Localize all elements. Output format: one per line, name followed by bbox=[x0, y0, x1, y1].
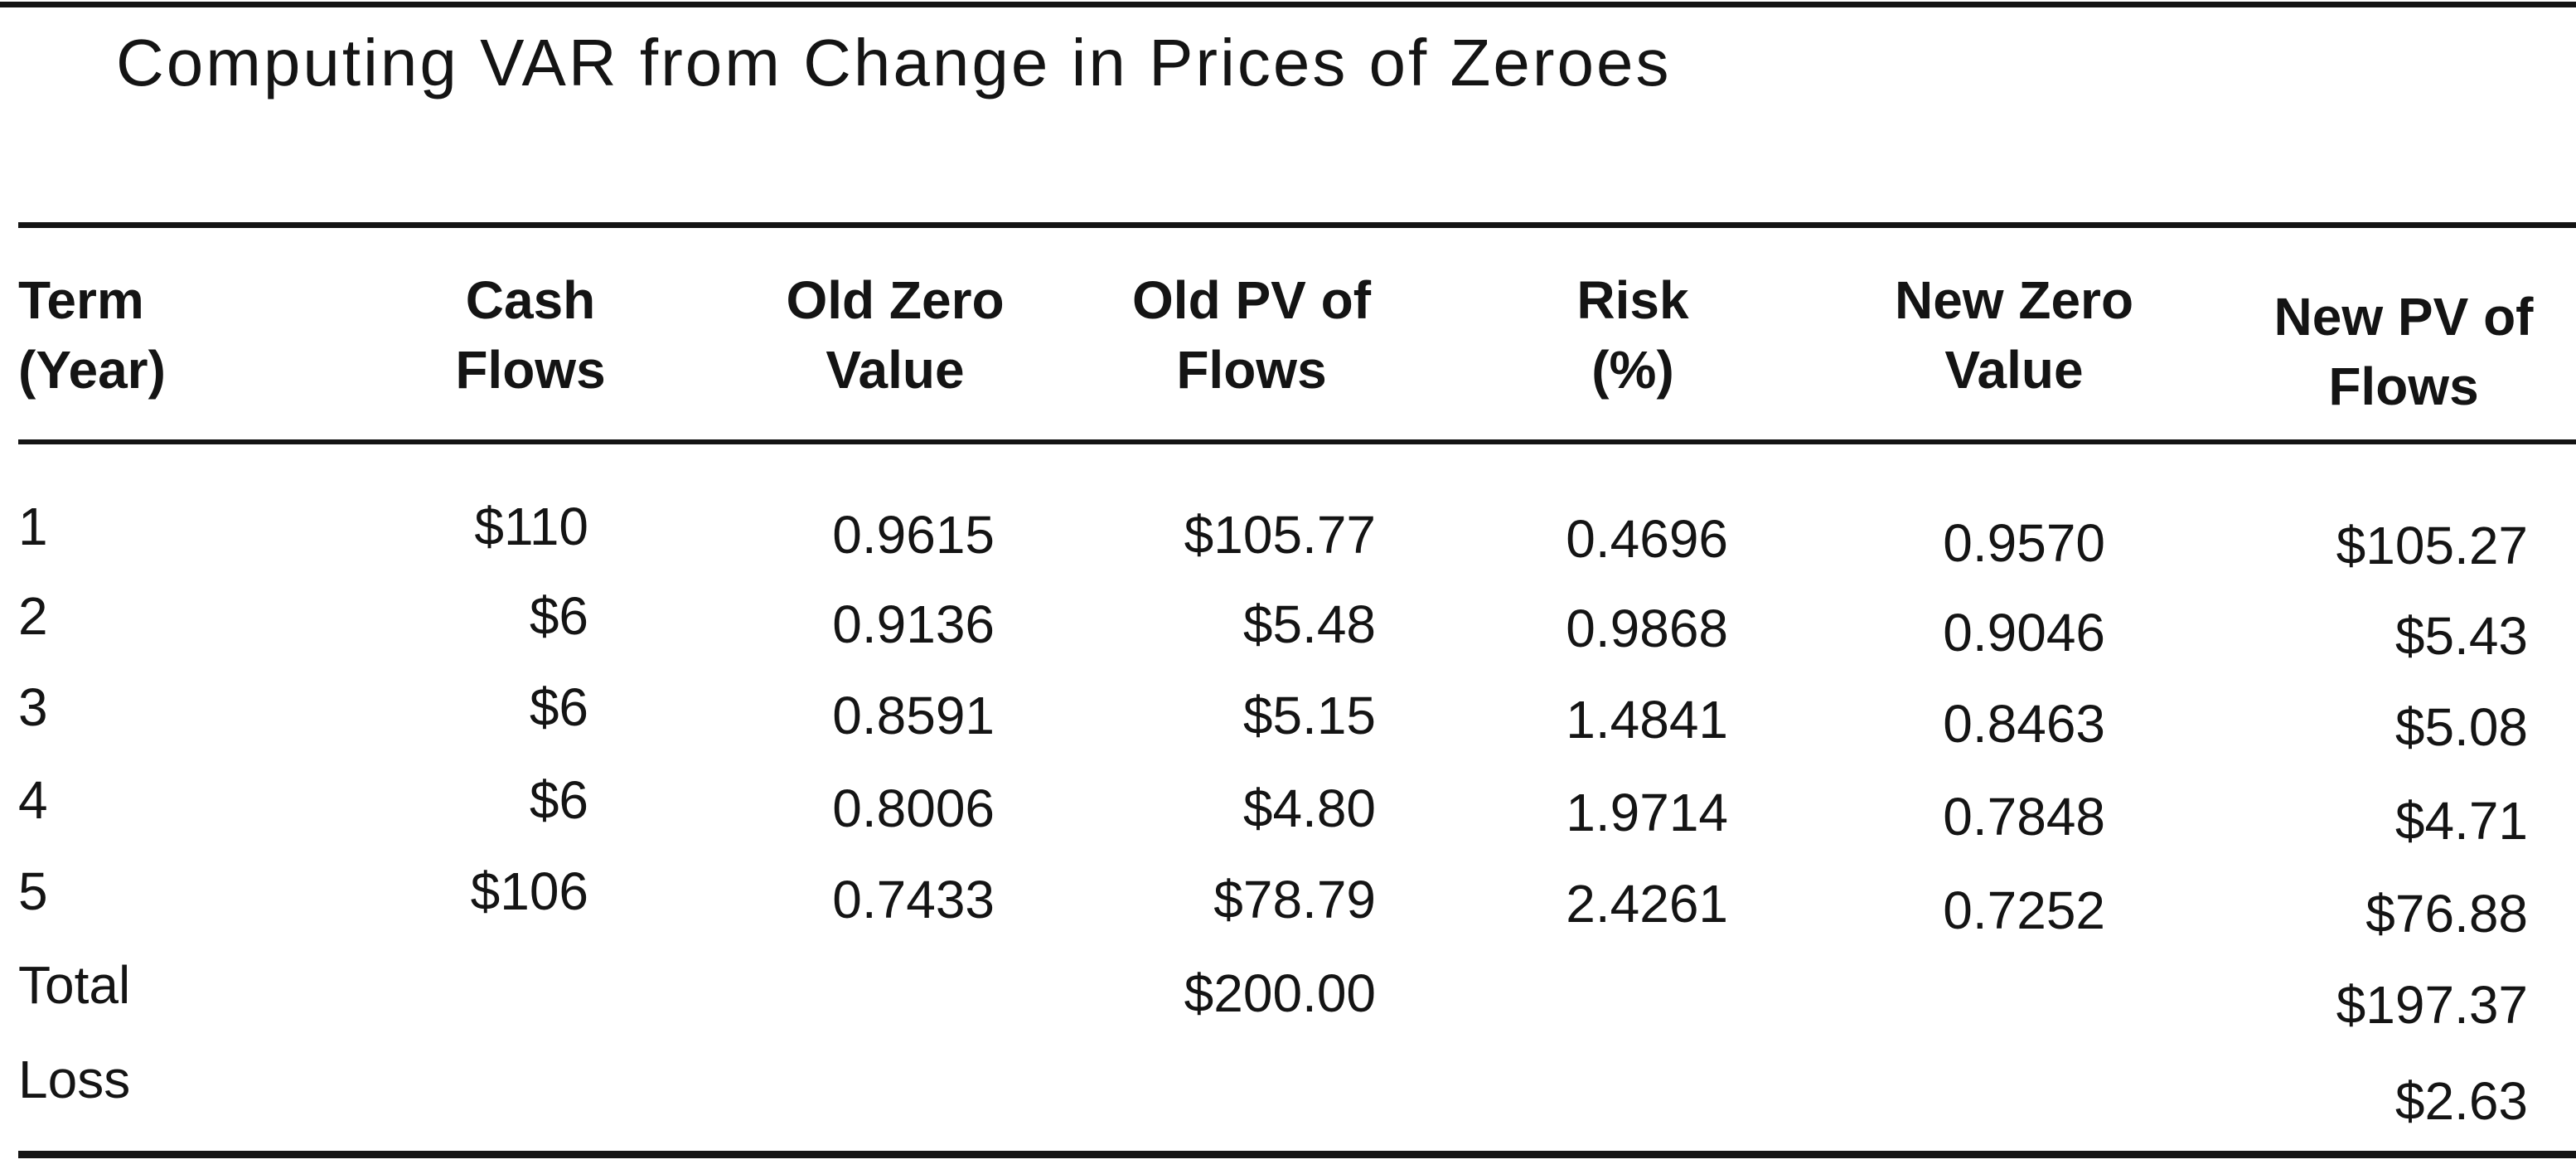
header-new-zero-value-line1: New Zero bbox=[1894, 270, 2134, 330]
table-cell-old-zero-value: 0.8591 bbox=[832, 686, 995, 745]
table-cell-old-zero-value: 0.8006 bbox=[832, 779, 995, 838]
header-cash-flows: Cash Flows bbox=[406, 265, 655, 405]
header-cash-flows-line2: Flows bbox=[455, 340, 606, 400]
header-term-line1: Term bbox=[18, 270, 144, 330]
header-bottom-rule bbox=[18, 439, 2576, 444]
table-cell-cash-flows: $6 bbox=[529, 586, 588, 646]
header-term-line2: (Year) bbox=[18, 340, 166, 400]
table-cell-term: 2 bbox=[18, 586, 48, 646]
header-cash-flows-line1: Cash bbox=[465, 270, 596, 330]
table-cell-new-zero-value: 0.9570 bbox=[1943, 513, 2105, 573]
header-risk-line1: Risk bbox=[1576, 270, 1689, 330]
header-old-pv-of-flows-line2: Flows bbox=[1176, 340, 1327, 400]
table-cell-old-zero-value: 0.7433 bbox=[832, 870, 995, 929]
table-cell-new-zero-value: 0.9046 bbox=[1943, 603, 2105, 662]
table-cell-risk: 1.9714 bbox=[1566, 783, 1728, 842]
table-cell-new-pv-of-flows: $4.71 bbox=[2394, 791, 2528, 851]
table-title: Computing VAR from Change in Prices of Z… bbox=[116, 26, 1672, 99]
table-cell-old-pv-of-flows: $5.15 bbox=[1242, 686, 1376, 745]
table-cell-term: 5 bbox=[18, 861, 48, 921]
header-risk: Risk (%) bbox=[1525, 265, 1741, 405]
table-cell-old-pv-of-flows: $4.80 bbox=[1242, 779, 1376, 838]
table-cell-term: 4 bbox=[18, 770, 48, 830]
header-old-pv-of-flows: Old PV of Flows bbox=[1077, 265, 1426, 405]
table-cell-cash-flows: $106 bbox=[470, 861, 588, 921]
table-cell-risk: 0.9868 bbox=[1566, 599, 1728, 658]
header-new-pv-of-flows-line2: Flows bbox=[2328, 357, 2479, 416]
total-new-pv: $197.37 bbox=[2336, 975, 2528, 1035]
header-old-zero-value-line1: Old Zero bbox=[786, 270, 1005, 330]
table-cell-risk: 2.4261 bbox=[1566, 874, 1728, 934]
table-cell-new-pv-of-flows: $105.27 bbox=[2336, 516, 2528, 575]
table-cell-new-zero-value: 0.8463 bbox=[1943, 694, 2105, 754]
header-old-zero-value-line2: Value bbox=[826, 340, 965, 400]
table-cell-risk: 1.4841 bbox=[1566, 690, 1728, 750]
table-cell-new-pv-of-flows: $76.88 bbox=[2365, 884, 2528, 944]
top-rule bbox=[0, 2, 2576, 7]
table-cell-new-zero-value: 0.7848 bbox=[1943, 787, 2105, 847]
header-term: Term (Year) bbox=[18, 265, 166, 405]
header-old-pv-of-flows-line1: Old PV of bbox=[1132, 270, 1371, 330]
header-old-zero-value: Old Zero Value bbox=[746, 265, 1044, 405]
table-cell-old-pv-of-flows: $78.79 bbox=[1213, 870, 1376, 929]
loss-label: Loss bbox=[18, 1050, 131, 1109]
table-cell-risk: 0.4696 bbox=[1566, 509, 1728, 569]
table-cell-cash-flows: $6 bbox=[529, 770, 588, 830]
loss-value: $2.63 bbox=[2394, 1071, 2528, 1131]
table-cell-term: 3 bbox=[18, 677, 48, 737]
table-cell-old-zero-value: 0.9615 bbox=[832, 505, 995, 565]
table-cell-old-zero-value: 0.9136 bbox=[832, 594, 995, 654]
total-old-pv: $200.00 bbox=[1184, 963, 1376, 1023]
bottom-rule bbox=[18, 1151, 2576, 1158]
header-top-rule bbox=[18, 222, 2576, 228]
table-cell-new-pv-of-flows: $5.43 bbox=[2394, 606, 2528, 666]
table-cell-cash-flows: $110 bbox=[474, 497, 588, 556]
header-new-zero-value: New Zero Value bbox=[1857, 265, 2172, 405]
header-new-zero-value-line2: Value bbox=[1944, 340, 2084, 400]
table-cell-term: 1 bbox=[18, 497, 48, 556]
table-cell-new-pv-of-flows: $5.08 bbox=[2394, 697, 2528, 757]
header-new-pv-of-flows-line1: New PV of bbox=[2273, 287, 2534, 347]
table-cell-old-pv-of-flows: $5.48 bbox=[1242, 594, 1376, 654]
table-cell-cash-flows: $6 bbox=[529, 677, 588, 737]
header-new-pv-of-flows: New PV of Flows bbox=[2238, 282, 2569, 421]
table-cell-new-zero-value: 0.7252 bbox=[1943, 880, 2105, 940]
table-cell-old-pv-of-flows: $105.77 bbox=[1184, 505, 1376, 565]
header-risk-line2: (%) bbox=[1591, 340, 1674, 400]
total-label: Total bbox=[18, 955, 131, 1015]
